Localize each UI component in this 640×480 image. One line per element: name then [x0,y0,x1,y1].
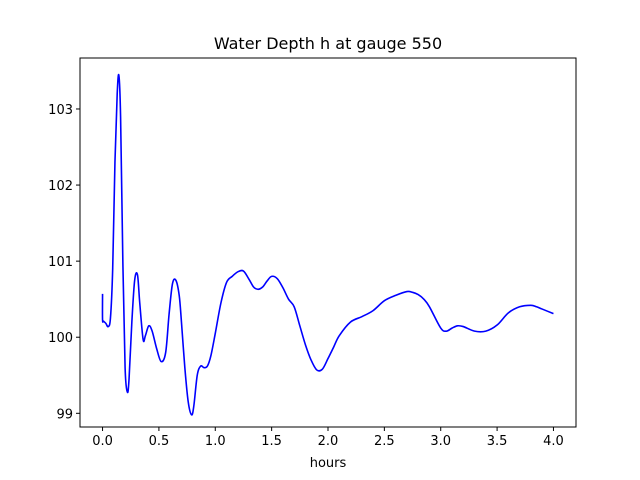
x-tick-label: 2.5 [374,434,395,449]
x-tick-label: 0.0 [92,434,113,449]
y-tick-label: 101 [48,255,73,270]
chart-title: Water Depth h at gauge 550 [214,34,442,53]
y-tick-label: 99 [56,407,73,422]
x-axis: 0.0 0.5 1.0 1.5 2.0 2.5 3.0 3.5 4.0 [92,427,564,449]
plot-frame [79,57,577,428]
x-tick-label: 1.5 [261,434,282,449]
x-tick-label: 3.5 [487,434,508,449]
x-tick-label: 4.0 [543,434,564,449]
x-tick-label: 3.0 [430,434,451,449]
series-line [101,73,554,416]
y-axis: 99 100 101 102 103 [48,103,80,422]
y-tick-label: 103 [48,103,73,118]
x-tick-label: 1.0 [205,434,226,449]
plot-area [101,73,554,416]
x-tick-label: 2.0 [318,434,339,449]
x-axis-label: hours [310,456,347,471]
y-tick-label: 100 [48,331,73,346]
y-tick-label: 102 [48,179,73,194]
x-tick-label: 0.5 [149,434,170,449]
